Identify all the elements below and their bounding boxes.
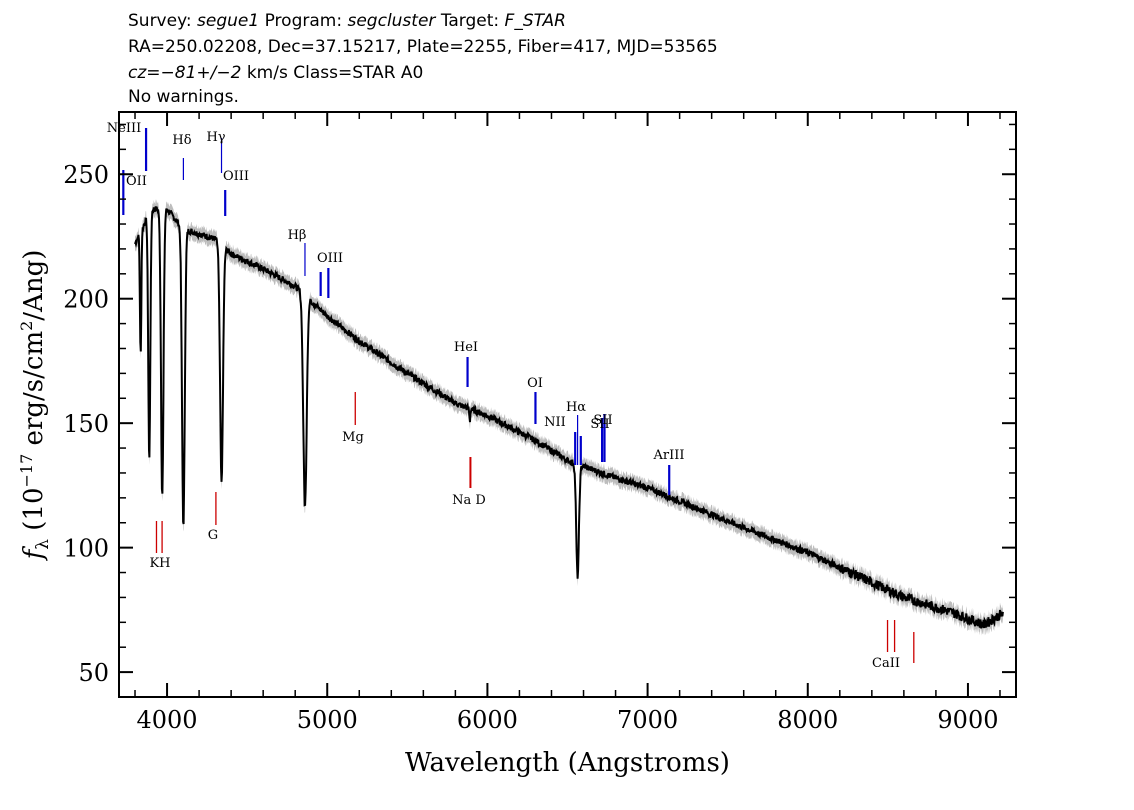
x-tick-label: 8000 [777, 706, 838, 734]
emission-line-label: OI [527, 376, 543, 391]
y-tick-label: 50 [78, 659, 109, 687]
header-line-2: RA=250.02208, Dec=37.15217, Plate=2255, … [128, 37, 718, 57]
warnings-line: No warnings. [128, 87, 239, 107]
absorption-line-label: Na D [452, 493, 486, 508]
class-value: Class=STAR A0 [293, 63, 424, 83]
emission-line-label: HeI [454, 340, 478, 355]
header-line-1: Survey: segue1 Program: segcluster Targe… [128, 10, 566, 32]
survey-value: segue1 [197, 11, 260, 31]
emission-line-label: SII [593, 413, 612, 428]
error-band [135, 199, 1003, 636]
absorption-line-label: KH [149, 556, 170, 571]
redshift-value: cz=−81+/−2 [128, 63, 242, 83]
emission-line-label: NII [544, 415, 566, 430]
y-tick-label: 200 [63, 286, 109, 314]
tick-layer: 4000 5000 6000 7000 8000 9000 50 100 150 200 250 [63, 112, 1016, 734]
target-value: F_STAR [504, 11, 566, 31]
emission-line-label: Hδ [172, 133, 191, 148]
x-tick-label: 7000 [617, 706, 678, 734]
emission-line-label: OII [126, 174, 147, 189]
absorption-line-label: Mg [342, 430, 364, 445]
x-axis-title: Wavelength (Angstroms) [405, 748, 730, 778]
y-tick-label: 150 [63, 410, 109, 438]
emission-line-label: OIII [317, 251, 343, 266]
plot-frame [118, 111, 1017, 698]
header-line-3: cz=−81+/−2 km/s Class=STAR A0 [128, 62, 423, 84]
program-value: segcluster [347, 11, 436, 31]
y-tick-label: 250 [63, 161, 109, 189]
target-label: Target: [440, 11, 500, 31]
redshift-unit: km/s [246, 63, 288, 83]
emission-line-label: Hβ [288, 228, 307, 243]
emission-line-label: OIII [223, 169, 249, 184]
y-axis-title: fλ (10−17 erg/s/cm2/Ang) [17, 250, 53, 562]
emission-line-label: NeIII [107, 121, 141, 136]
spectrum-layer [134, 206, 1004, 629]
emission-line-label: ArIII [652, 448, 684, 463]
x-tick-label: 6000 [457, 706, 518, 734]
absorption-line-label: G [208, 528, 218, 543]
error-band-layer [135, 199, 1003, 636]
emission-line-label: Hα [566, 400, 586, 415]
x-tick-label: 4000 [137, 706, 198, 734]
program-label: Program: [264, 11, 343, 31]
x-tick-label: 9000 [937, 706, 998, 734]
absorption-line-label: CaII [872, 656, 900, 671]
spectrum-line [134, 206, 1004, 629]
x-tick-label: 5000 [297, 706, 358, 734]
y-tick-label: 100 [63, 535, 109, 563]
survey-label: Survey: [128, 11, 192, 31]
emission-line-label: Hγ [206, 130, 225, 145]
